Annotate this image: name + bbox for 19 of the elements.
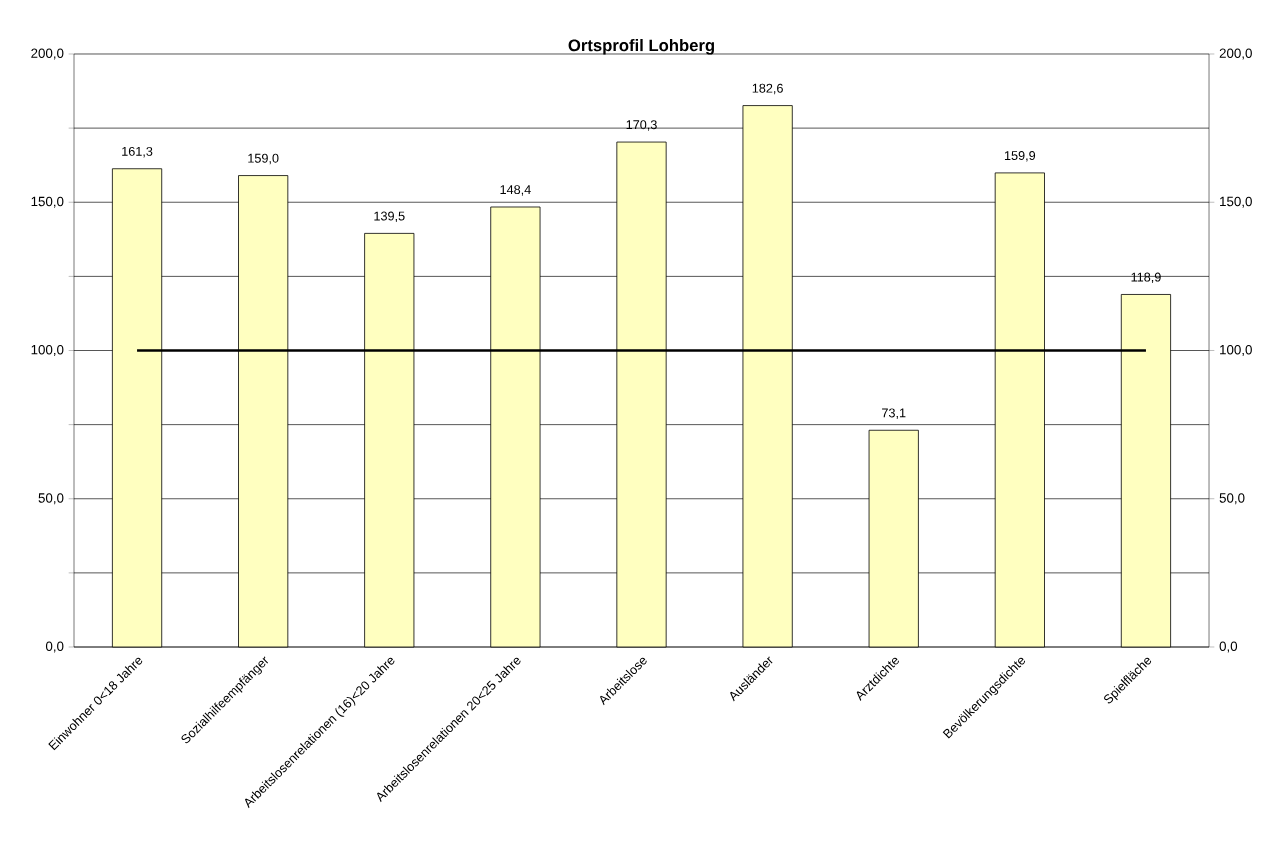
y-tick-label: 0,0	[1219, 641, 1238, 653]
y2-tick-label: 150,0	[31, 196, 64, 208]
data-label: 148,4	[500, 185, 531, 196]
chart-title: Ortsprofil Lohberg	[568, 39, 715, 55]
data-label: 159,0	[248, 153, 279, 165]
y2-tick-label: 50,0	[38, 493, 64, 505]
data-label: 182,6	[752, 83, 783, 95]
data-label: 161,3	[122, 146, 153, 158]
y-tick-label: 50,0	[1219, 493, 1245, 505]
y2-tick-label: 0,0	[45, 641, 64, 653]
data-label: 73,1	[882, 408, 906, 419]
data-label: 170,3	[626, 120, 657, 131]
y-tick-label: 200,0	[1219, 48, 1252, 60]
y-tick-label: 100,0	[1220, 344, 1252, 357]
data-label: 159,9	[1004, 151, 1036, 162]
y2-tick-label: 200,0	[31, 48, 64, 60]
y-tick-label: 150,0	[1220, 196, 1252, 208]
y2-tick-label: 100,0	[31, 345, 64, 357]
data-label: 139,5	[374, 211, 405, 223]
